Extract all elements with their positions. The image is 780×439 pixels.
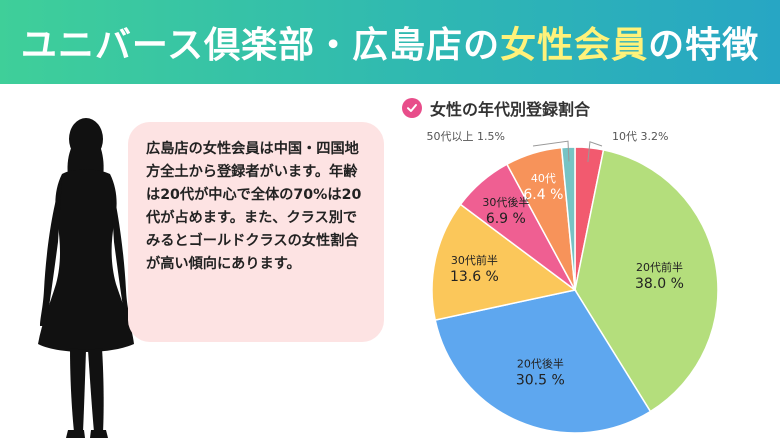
chart-title-row: 女性の年代別登録割合 <box>402 96 590 120</box>
header-title-post: の特徴 <box>648 25 760 66</box>
slice-label-6: 50代以上 1.5% <box>427 130 505 143</box>
chart-title: 女性の年代別登録割合 <box>430 100 591 119</box>
slice-label-5: 40代 6.4 % <box>523 172 563 203</box>
slice-label-4: 30代後半 6.9 % <box>482 195 529 227</box>
description-bubble: 広島店の女性会員は中国・四国地方全土から登録者がいます。年齢は20代が中心で全体… <box>128 122 384 342</box>
description-text: 広島店の女性会員は中国・四国地方全土から登録者がいます。年齢は20代が中心で全体… <box>146 141 362 272</box>
pie-slice-2 <box>434 289 652 434</box>
header-title-pre: ユニバース倶楽部・広島店の <box>20 25 501 66</box>
slice-label-1: 20代前半 38.0 % <box>635 260 684 292</box>
header-title-highlight: 女性会員 <box>500 25 649 66</box>
pie-slice-3 <box>431 203 577 321</box>
slice-label-3: 30代前半 13.6 % <box>450 253 499 285</box>
page-header: ユニバース倶楽部・広島店の 女性会員 の特徴 <box>0 0 780 84</box>
slice-label-0: 10代 3.2% <box>612 130 668 143</box>
slice-label-2: 20代後半 30.5 % <box>516 357 565 389</box>
pie-slice-1 <box>574 148 719 413</box>
leader-line-6 <box>532 140 570 162</box>
woman-silhouette-icon <box>38 118 134 438</box>
check-circle-icon <box>402 98 422 118</box>
leader-line-0 <box>587 141 603 162</box>
